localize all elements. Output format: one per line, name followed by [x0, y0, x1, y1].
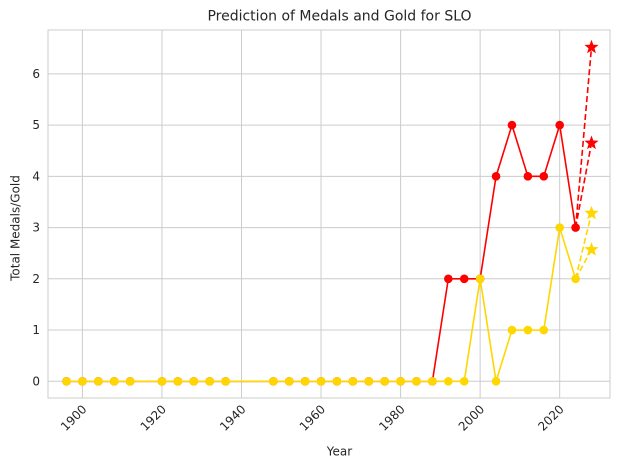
gold-data-point: [412, 376, 421, 386]
y-axis-label: Total Medals/Gold: [9, 175, 23, 282]
y-tick-label: 6: [32, 67, 40, 81]
gold-data-point: [396, 376, 405, 386]
x-axis-label: Year: [326, 445, 352, 459]
x-tick-label: 1980: [376, 402, 407, 433]
gold-data-point: [523, 325, 533, 335]
x-tick-label: 2020: [535, 402, 566, 433]
gold-data-point: [507, 325, 517, 335]
medals-prediction-line: [574, 47, 593, 228]
gold-prediction-point: [584, 242, 599, 256]
gold-data-point: [459, 376, 469, 386]
medals-data-point: [491, 172, 501, 181]
gold-series-line: [66, 227, 577, 383]
medals-data-point: [459, 274, 469, 284]
x-tick-label: 1940: [217, 402, 248, 433]
gold-data-point: [444, 376, 453, 386]
gold-prediction-point: [584, 205, 599, 220]
medals-prediction-point: [584, 39, 599, 54]
gold-data-point: [189, 376, 199, 386]
medals-data-point: [507, 120, 517, 130]
y-tick-label: 4: [32, 169, 40, 183]
gold-data-point: [491, 376, 501, 386]
gold-data-point: [78, 376, 87, 386]
x-tick-label: 1960: [297, 402, 328, 433]
gold-data-point: [332, 376, 342, 386]
gold-data-point: [571, 274, 580, 284]
medals-data-point: [555, 120, 564, 130]
y-tick-label: 2: [32, 272, 40, 286]
gold-data-point: [173, 376, 183, 386]
gold-data-point: [364, 376, 374, 386]
x-tick-label: 1900: [58, 402, 89, 433]
y-tick-label: 1: [32, 323, 40, 337]
gold-data-point: [284, 376, 294, 386]
gold-data-point: [221, 376, 230, 386]
x-tick-label: 1920: [138, 402, 169, 433]
gold-data-point: [269, 376, 278, 386]
gold-data-point: [380, 376, 389, 386]
gold-data-point: [428, 376, 437, 386]
grid-lines: [48, 30, 610, 398]
x-tick-label: 2000: [456, 402, 487, 433]
series-layer: [62, 39, 599, 386]
y-tick-label: 3: [32, 221, 40, 235]
plot-frame: [47, 29, 611, 399]
medals-prediction-line: [574, 142, 593, 228]
gold-data-point: [94, 376, 103, 386]
gold-prediction-line: [574, 213, 593, 279]
gold-data-point: [62, 376, 71, 386]
gold-data-point: [555, 223, 564, 232]
gold-data-point: [300, 376, 310, 386]
y-tick-label: 5: [32, 118, 40, 132]
gold-data-point: [109, 376, 119, 386]
gold-data-point: [475, 274, 485, 284]
medals-prediction-point: [584, 135, 599, 150]
gold-data-point: [316, 376, 326, 386]
plot-border: [47, 29, 611, 399]
medals-data-point: [523, 172, 533, 181]
gold-data-point: [348, 376, 358, 386]
chart-title: Prediction of Medals and Gold for SLO: [207, 9, 471, 25]
gold-data-point: [125, 376, 135, 386]
medals-data-point: [444, 274, 453, 284]
gold-data-point: [539, 325, 549, 335]
gold-data-point: [205, 376, 214, 386]
medals-data-point: [539, 172, 549, 181]
gold-data-point: [157, 376, 167, 386]
y-tick-label: 0: [32, 374, 40, 388]
